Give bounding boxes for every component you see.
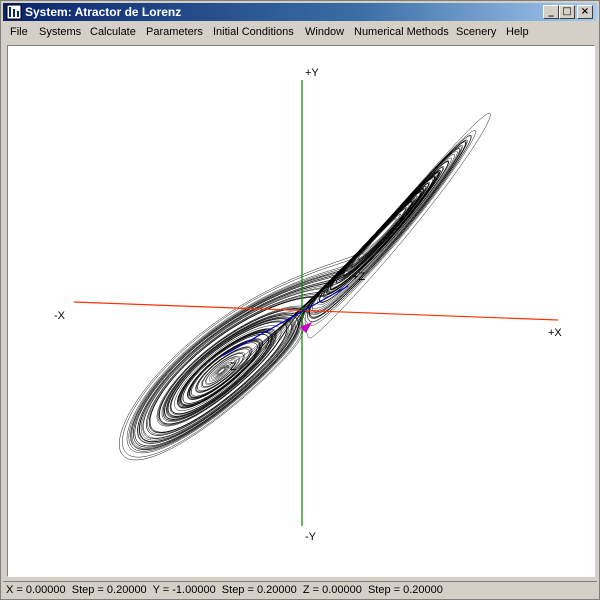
status-bar: X = 0.00000 Step = 0.20000 Y = -1.00000 …: [3, 581, 597, 598]
trajectory-segment: [147, 113, 491, 435]
menu-help[interactable]: Help: [506, 26, 529, 38]
trajectory: [118, 113, 491, 461]
menu-scenery[interactable]: Scenery: [456, 26, 497, 38]
trajectory-segment: [133, 141, 467, 448]
x-axis-line: [73, 301, 559, 321]
close-button[interactable]: ×: [577, 5, 593, 19]
trajectory-segment: [128, 157, 452, 452]
window-title: System: Atractor de Lorenz: [25, 5, 182, 19]
menu-bar: File Systems Calculate Parameters Initia…: [3, 23, 597, 42]
app-icon: [6, 4, 22, 20]
menu-window[interactable]: Window: [305, 26, 345, 38]
menu-initial-conditions[interactable]: Initial Conditions: [213, 26, 294, 38]
minus-y-label: -Y: [305, 531, 317, 543]
title-bar[interactable]: System: Atractor de Lorenz _ □ ×: [3, 3, 597, 21]
minus-z-label: -Z: [226, 361, 237, 373]
plot-canvas[interactable]: +Y -Y +X -X +Z -Z: [7, 45, 595, 577]
menu-calculate[interactable]: Calculate: [90, 26, 136, 38]
menu-parameters[interactable]: Parameters: [146, 26, 203, 38]
plus-z-label: +Z: [352, 271, 365, 283]
minus-x-label: -X: [54, 310, 66, 322]
trajectory-segment: [133, 165, 445, 448]
origin-marker: [300, 322, 312, 333]
plus-y-label: +Y: [305, 67, 319, 79]
minimize-button[interactable]: _: [543, 5, 559, 19]
maximize-button[interactable]: □: [559, 5, 575, 19]
trajectory-segment: [137, 141, 467, 444]
menu-numerical-methods[interactable]: Numerical Methods: [354, 26, 449, 38]
plus-x-label: +X: [548, 327, 562, 339]
lorenz-attractor-plot: +Y -Y +X -X +Z -Z: [54, 67, 562, 543]
menu-systems[interactable]: Systems: [39, 26, 82, 38]
trajectory-segment: [134, 144, 463, 447]
status-coordinates: X = 0.00000 Step = 0.20000 Y = -1.00000 …: [6, 584, 443, 596]
menu-file[interactable]: File: [10, 26, 28, 38]
z-axis-line: [221, 285, 349, 357]
